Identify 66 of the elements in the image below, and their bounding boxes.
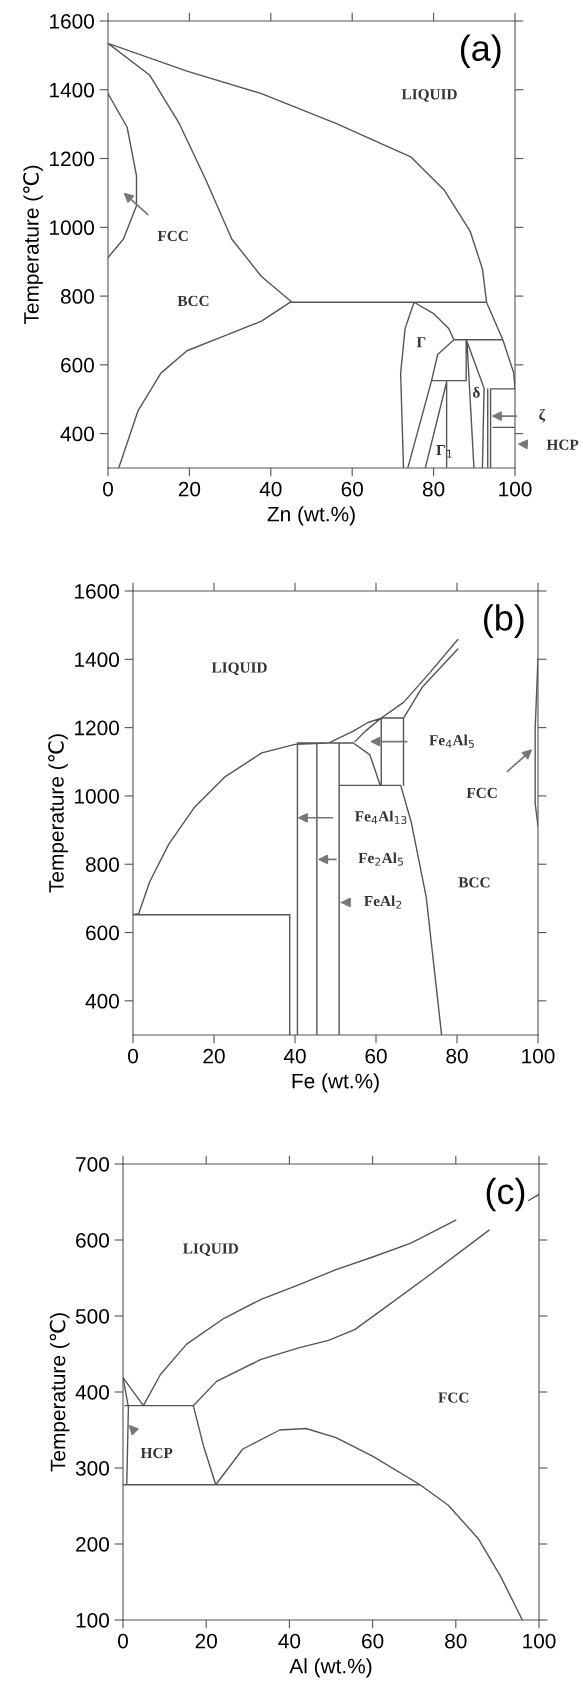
y-tick-label: 1200 <box>50 151 94 167</box>
annotation: Fe$_{4}$Al$_{5}$ <box>429 734 474 748</box>
annotation: Γ$_{1}$ <box>436 445 452 458</box>
y-tick-label: 200 <box>76 1537 109 1552</box>
annotation: LIQUID <box>183 1243 239 1257</box>
y-tick-label: 800 <box>60 289 94 304</box>
x-tick-label: 40 <box>278 1633 301 1649</box>
x-axis-title: Fe (wt.%) <box>292 1073 379 1093</box>
y-tick-label: 1400 <box>50 82 94 98</box>
chart-title: (c) <box>486 1177 525 1212</box>
annotation: FCC <box>466 787 497 799</box>
y-tick-label: 1600 <box>50 14 94 29</box>
annotation: δ <box>472 386 480 398</box>
x-tick-label: 100 <box>522 1048 555 1064</box>
y-tick-label: 300 <box>75 1461 109 1476</box>
x-tick-label: 60 <box>365 1048 387 1064</box>
x-tick-label: 20 <box>195 1633 217 1649</box>
x-tick-label: 40 <box>259 481 282 497</box>
y-tick-label: 800 <box>85 857 119 872</box>
annotation: LIQUID <box>211 662 267 676</box>
y-tick-label: 400 <box>75 1385 109 1400</box>
annotation: HCP <box>140 1447 173 1459</box>
annotation: Fe$_{2}$Al$_{5}$ <box>358 852 403 866</box>
y-tick-label: 600 <box>61 357 94 373</box>
annotation: FCC <box>438 1392 469 1403</box>
y-tick-label: 600 <box>76 1233 109 1248</box>
x-tick-label: 0 <box>128 1048 138 1064</box>
x-tick-label: 40 <box>283 1048 306 1064</box>
y-tick-label: 400 <box>60 426 94 442</box>
y-axis-title: Temperature (℃) <box>48 734 68 893</box>
x-tick-label: 0 <box>118 1633 128 1649</box>
annotation: LIQUID <box>401 89 457 102</box>
x-tick-label: 80 <box>446 1048 468 1064</box>
y-tick-label: 100 <box>76 1613 109 1628</box>
x-tick-label: 20 <box>203 1048 225 1064</box>
text: ζ <box>539 409 546 423</box>
annotation: BCC <box>177 295 209 307</box>
chart-title: (b) <box>483 604 524 638</box>
chart-title: (a) <box>460 34 501 69</box>
y-tick-label: 1000 <box>75 788 119 804</box>
y-tick-label: 1600 <box>75 584 119 599</box>
x-tick-label: 80 <box>422 481 445 497</box>
x-tick-label: 0 <box>103 481 113 497</box>
y-tick-label: 1000 <box>50 220 94 236</box>
x-axis-title: Al (wt.%) <box>289 1658 372 1678</box>
y-tick-label: 400 <box>85 993 119 1009</box>
text: HCP <box>546 439 579 450</box>
x-tick-label: 80 <box>445 1633 467 1649</box>
y-axis-title: Temperature (℃) <box>49 1313 70 1472</box>
annotation: FeAl$_{2}$ <box>364 895 402 909</box>
x-axis-title: Zn (wt.%) <box>267 506 355 526</box>
y-tick-label: 700 <box>76 1157 109 1172</box>
y-tick-label: 1200 <box>75 720 119 736</box>
y-tick-label: 1400 <box>75 652 119 668</box>
annotation: BCC <box>458 877 490 888</box>
annotation: FCC <box>157 230 188 242</box>
y-axis-title: Temperature (℃) <box>23 165 43 325</box>
annotation: Γ <box>416 337 426 348</box>
x-tick-label: 60 <box>341 481 363 497</box>
y-tick-label: 600 <box>86 925 119 941</box>
x-tick-label: 60 <box>362 1633 384 1649</box>
y-tick-label: 500 <box>75 1309 109 1324</box>
x-tick-label: 20 <box>178 481 201 497</box>
x-tick-label: 100 <box>523 1633 556 1649</box>
x-tick-label: 100 <box>499 481 532 497</box>
annotation: Fe$_{4}$Al$_{13}$ <box>355 810 407 825</box>
